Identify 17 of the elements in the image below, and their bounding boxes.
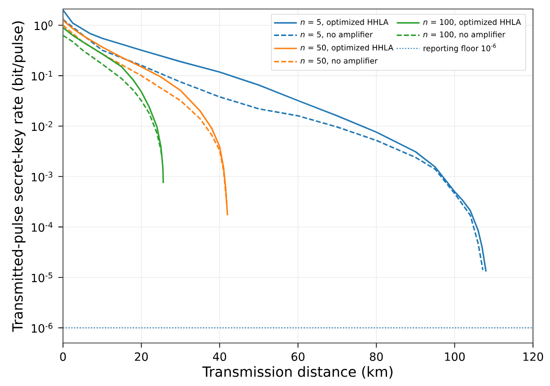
x-tick-label: 120	[523, 352, 544, 361]
x-tick-label: 100	[445, 352, 465, 361]
y-tick-label: 10$^{-6}$	[32, 322, 52, 333]
y-tick-label: 10$^{-5}$	[32, 272, 52, 282]
x-tick-label: 0	[60, 352, 66, 361]
y-tick-label: 10$^{-1}$	[32, 70, 52, 81]
y-tick-label: 10$^{-4}$	[32, 222, 53, 232]
x-axis-title: Transmission distance (km)	[202, 366, 392, 379]
x-tick-label: 80	[370, 352, 383, 361]
y-tick-label: 10$^{-2}$	[32, 121, 52, 132]
line-series	[63, 26, 164, 184]
y-axis-title: Transmitted-pulse secret-key rate (bit/pulse)	[12, 21, 26, 332]
x-tick-label: 20	[134, 352, 148, 361]
x-tick-label: 40	[213, 352, 226, 361]
x-tick-label: 60	[292, 352, 304, 361]
y-tick-label: 10$^{-3}$	[32, 172, 52, 182]
y-tick-label: 10$^{0}$	[34, 20, 52, 30]
